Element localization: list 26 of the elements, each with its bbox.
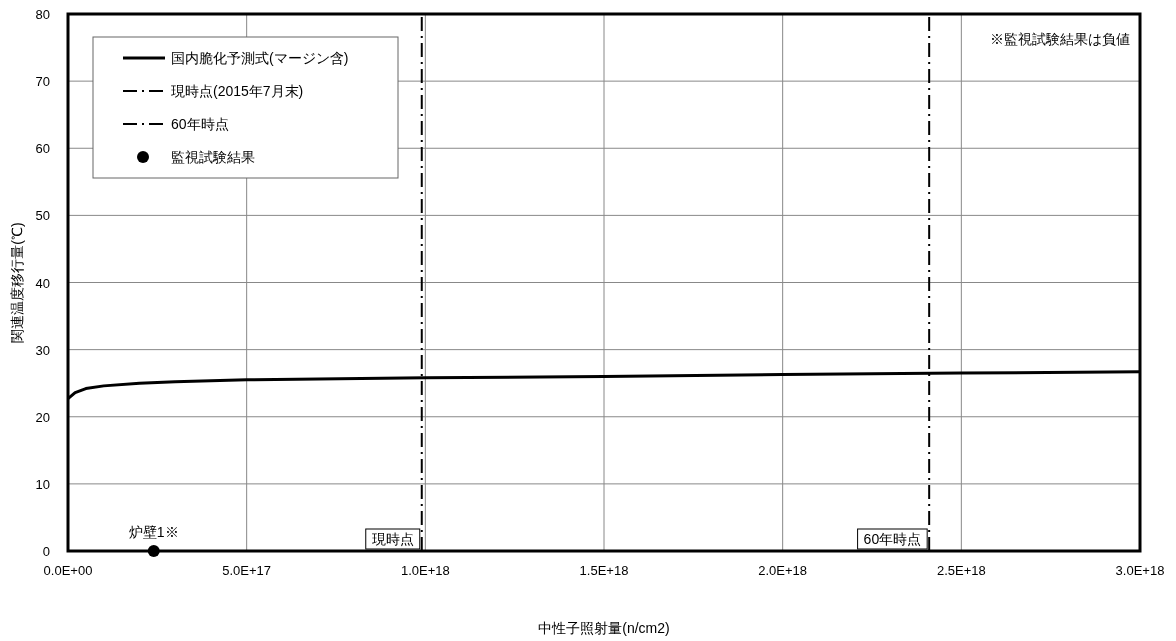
- x-tick-label: 2.5E+18: [936, 563, 986, 578]
- annotation: ※監視試験結果は負値: [990, 31, 1130, 47]
- x-tick-label: 0.0E+00: [43, 563, 93, 578]
- legend-label: 監視試験結果: [171, 149, 255, 165]
- y-tick-label: 40: [35, 275, 50, 291]
- legend-label: 現時点(2015年7月末): [171, 83, 304, 99]
- y-axis-title: 関連温度移行量(℃): [9, 222, 25, 343]
- x-tick-label: 1.0E+18: [400, 563, 450, 578]
- annotation: 60年時点: [863, 531, 922, 547]
- legend-label: 60年時点: [171, 116, 229, 132]
- annotation: 炉壁1※: [128, 524, 179, 540]
- y-tick-label: 60: [35, 141, 50, 157]
- x-tick-label: 2.0E+18: [758, 563, 808, 578]
- y-tick-label: 70: [35, 74, 50, 90]
- y-tick-label: 0: [42, 544, 50, 559]
- y-tick-label: 30: [35, 342, 50, 358]
- x-axis-title: 中性子照射量(n/cm2): [538, 620, 670, 636]
- y-tick-label: 50: [35, 208, 50, 224]
- y-tick-label: 20: [35, 409, 50, 425]
- y-tick-label: 10: [35, 476, 50, 492]
- x-tick-label: 1.5E+18: [579, 563, 629, 578]
- x-tick-label: 3.0E+18: [1115, 563, 1165, 578]
- y-tick-label: 80: [35, 7, 50, 22]
- annotation: 現時点: [371, 531, 414, 547]
- x-tick-label: 5.0E+17: [222, 563, 272, 578]
- legend-label: 国内脆化予測式(マージン含): [171, 50, 349, 66]
